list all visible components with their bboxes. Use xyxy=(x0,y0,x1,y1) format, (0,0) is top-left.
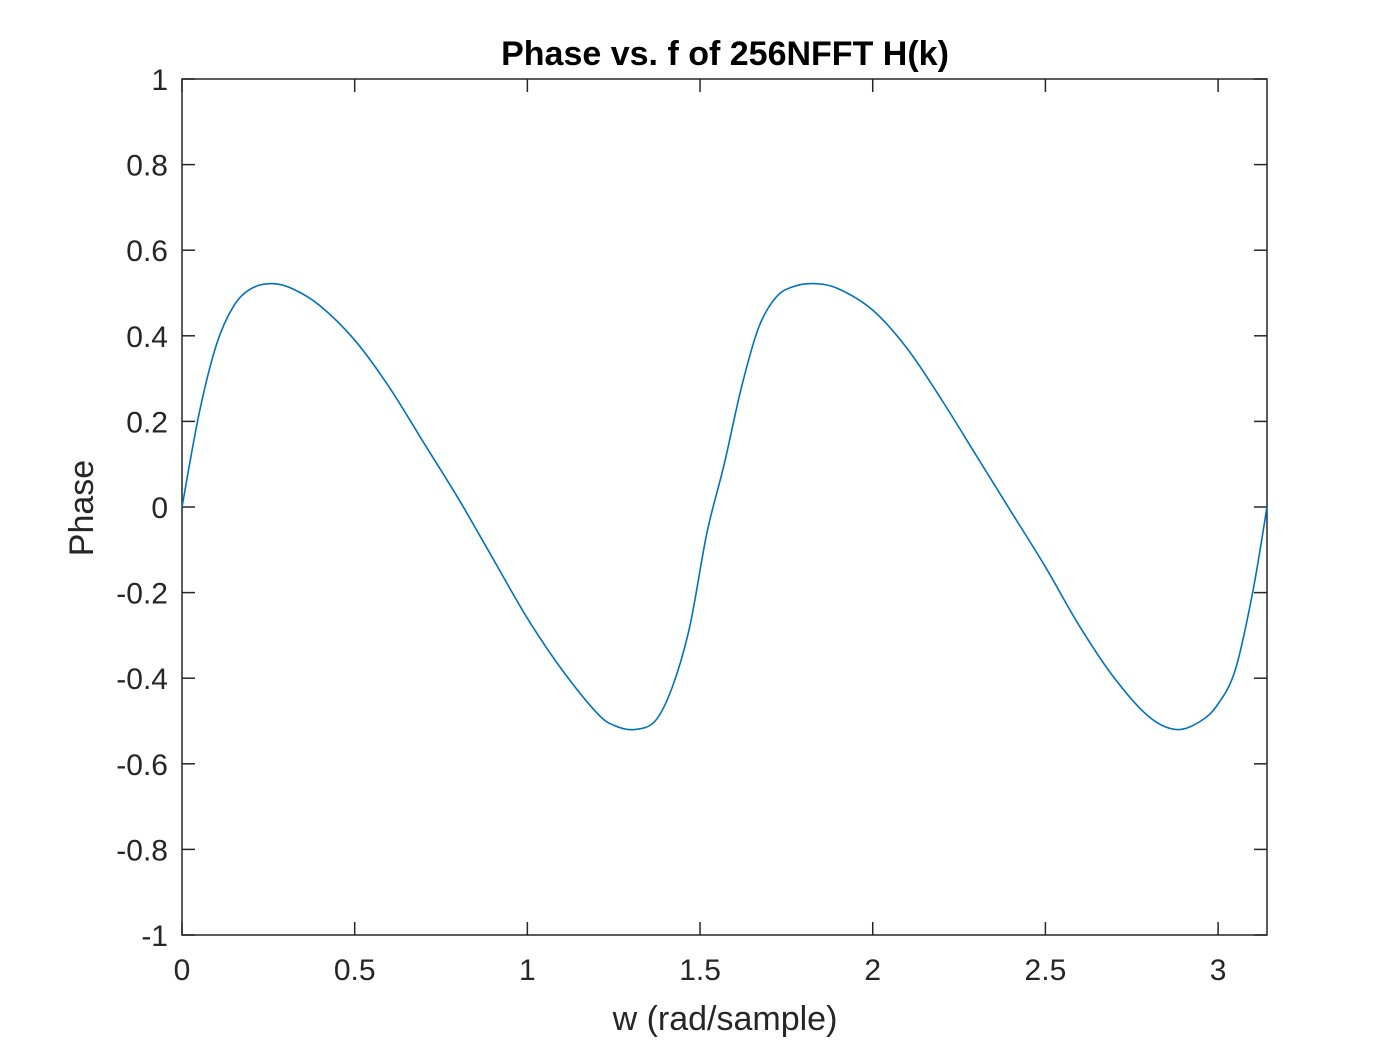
y-tick-label: 1 xyxy=(151,64,168,97)
y-tick-label: 0.6 xyxy=(126,235,168,268)
chart-title: Phase vs. f of 256NFFT H(k) xyxy=(501,35,949,73)
x-tick-label: 0 xyxy=(174,954,191,987)
x-axis-label: w (rad/sample) xyxy=(612,1000,838,1038)
y-tick-label: 0.4 xyxy=(126,321,168,354)
plot-area: 0 0.5 1 1.5 2 2.5 3 -1 -0.8 -0.6 -0.4 -0.2 0 0.2 0.4 0.… xyxy=(116,64,1268,987)
series-line xyxy=(181,282,1268,731)
y-tick-label: 0.2 xyxy=(126,406,168,439)
y-tick-label: -1 xyxy=(141,920,168,953)
axes-box xyxy=(181,78,1268,936)
y-tick-label: 0 xyxy=(151,492,168,525)
x-tick-label: 1.5 xyxy=(679,954,721,987)
x-tick-label: 2 xyxy=(864,954,881,987)
x-tick-label: 1 xyxy=(519,954,536,987)
y-tick-label: -0.2 xyxy=(116,578,168,611)
y-axis-label: Phase xyxy=(63,460,101,556)
y-tick-label: -0.8 xyxy=(116,834,168,867)
x-tick-label: 0.5 xyxy=(334,954,376,987)
y-tick-label: -0.6 xyxy=(116,749,168,782)
x-tick-label: 2.5 xyxy=(1025,954,1067,987)
x-tick-label: 3 xyxy=(1210,954,1227,987)
y-tick-label: -0.4 xyxy=(116,663,168,696)
y-tick-label: 0.8 xyxy=(126,150,168,183)
